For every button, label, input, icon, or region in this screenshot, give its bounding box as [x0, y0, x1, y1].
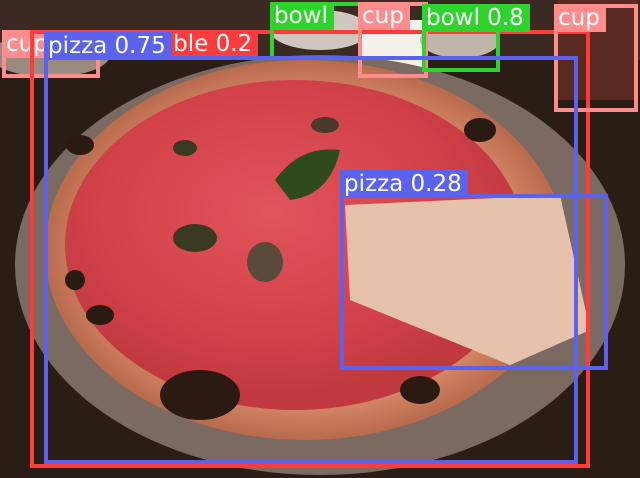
detection-label: bowl 0.8 — [422, 4, 530, 32]
detection-box-cup: cup — [358, 2, 428, 78]
detection-label: cup — [554, 4, 606, 32]
basil-leaf — [275, 149, 340, 200]
detection-label: pizza 0.75 — [44, 32, 172, 60]
pizza-sauce — [65, 80, 525, 410]
detection-box-pizza: pizza 0.28 — [340, 170, 608, 370]
detection-box-bowl: bowl 0.8 — [422, 4, 530, 72]
detection-label: pizza 0.28 — [340, 170, 468, 198]
detection-label: bowl — [270, 2, 334, 30]
detection-box-pizza: pizza 0.75 — [44, 32, 578, 464]
pizza-slice — [345, 195, 590, 365]
detection-box-bowl: bowl — [270, 2, 362, 60]
detection-label: cup — [358, 2, 410, 30]
